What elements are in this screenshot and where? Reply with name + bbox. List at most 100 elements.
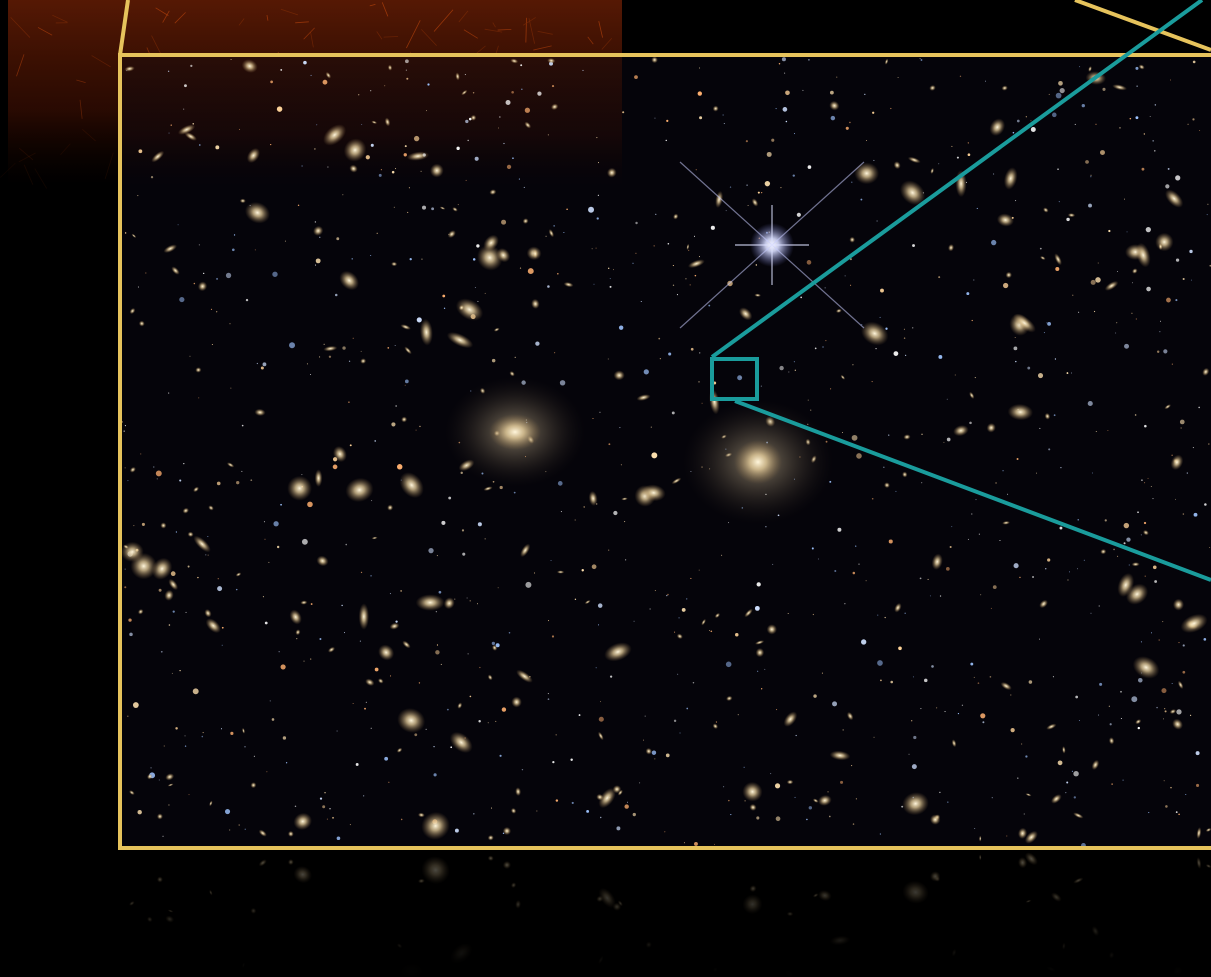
galaxy	[295, 629, 301, 636]
star	[1102, 87, 1106, 91]
star	[512, 157, 514, 160]
star	[519, 267, 522, 269]
star	[693, 235, 695, 237]
star	[912, 244, 915, 247]
galaxy	[406, 151, 430, 161]
galaxy-reflection	[597, 955, 604, 965]
star	[1126, 537, 1131, 542]
star	[845, 126, 849, 130]
galaxy	[597, 731, 604, 741]
star	[714, 843, 716, 845]
star	[400, 590, 402, 592]
star	[765, 526, 767, 528]
star	[1099, 682, 1103, 686]
star	[971, 513, 973, 515]
star	[1075, 695, 1079, 699]
star	[591, 564, 597, 570]
star	[995, 482, 997, 484]
filament	[433, 9, 454, 32]
galaxy	[404, 346, 412, 355]
star	[710, 630, 713, 633]
star	[708, 629, 710, 631]
star	[555, 799, 559, 802]
star	[140, 453, 142, 455]
galaxy	[786, 779, 794, 785]
star	[334, 293, 338, 297]
galaxy	[345, 477, 374, 503]
star	[757, 191, 760, 194]
filament	[18, 152, 36, 163]
star	[254, 249, 256, 251]
star	[830, 115, 836, 121]
star	[710, 225, 715, 230]
galaxy	[522, 218, 529, 224]
star	[825, 339, 827, 342]
star	[153, 466, 155, 468]
star	[150, 767, 152, 769]
star	[626, 801, 628, 803]
star	[852, 571, 856, 575]
star	[980, 713, 986, 719]
star	[595, 667, 597, 669]
star	[527, 268, 534, 275]
star	[1126, 231, 1128, 233]
star	[978, 533, 980, 535]
galaxy	[712, 723, 719, 730]
star	[990, 607, 992, 609]
galaxy	[160, 522, 167, 529]
galaxy-reflection	[510, 882, 517, 889]
star	[822, 346, 824, 348]
galaxy	[606, 167, 617, 178]
star	[329, 808, 331, 810]
star	[895, 490, 897, 492]
star	[844, 603, 846, 605]
star	[1193, 512, 1198, 517]
star	[1208, 443, 1210, 445]
star	[162, 835, 164, 837]
star	[276, 545, 280, 549]
galaxy	[193, 486, 200, 493]
star	[391, 170, 395, 174]
star	[849, 121, 851, 124]
star	[794, 796, 796, 798]
star	[1182, 277, 1185, 281]
star	[1066, 781, 1069, 784]
inset-link	[734, 399, 1211, 582]
star	[327, 166, 329, 168]
filament	[60, 143, 71, 156]
star	[207, 554, 209, 556]
filament	[601, 37, 613, 50]
star	[122, 421, 123, 423]
star	[1027, 366, 1031, 370]
star	[1174, 498, 1176, 500]
star	[883, 466, 885, 468]
galaxy-reflection	[617, 900, 623, 907]
galaxy	[1132, 656, 1160, 679]
galaxy	[387, 504, 394, 511]
star	[973, 279, 975, 281]
star	[425, 728, 427, 730]
galaxy	[455, 72, 460, 81]
star	[1131, 312, 1133, 314]
bright-star	[679, 161, 865, 329]
galaxy	[443, 597, 455, 610]
star	[296, 638, 298, 640]
galaxy	[209, 800, 213, 807]
star	[830, 388, 832, 390]
star	[877, 614, 879, 616]
galaxy	[1007, 403, 1034, 421]
galaxy-reflection	[812, 893, 819, 898]
galaxy	[1202, 367, 1210, 376]
star	[677, 673, 679, 675]
star	[128, 618, 132, 622]
star	[1182, 513, 1185, 515]
star	[571, 801, 574, 805]
star	[865, 580, 867, 582]
star	[788, 371, 790, 373]
galaxy	[401, 416, 408, 423]
star	[1140, 641, 1142, 643]
star	[850, 284, 852, 286]
star	[469, 695, 472, 698]
star	[183, 462, 185, 465]
